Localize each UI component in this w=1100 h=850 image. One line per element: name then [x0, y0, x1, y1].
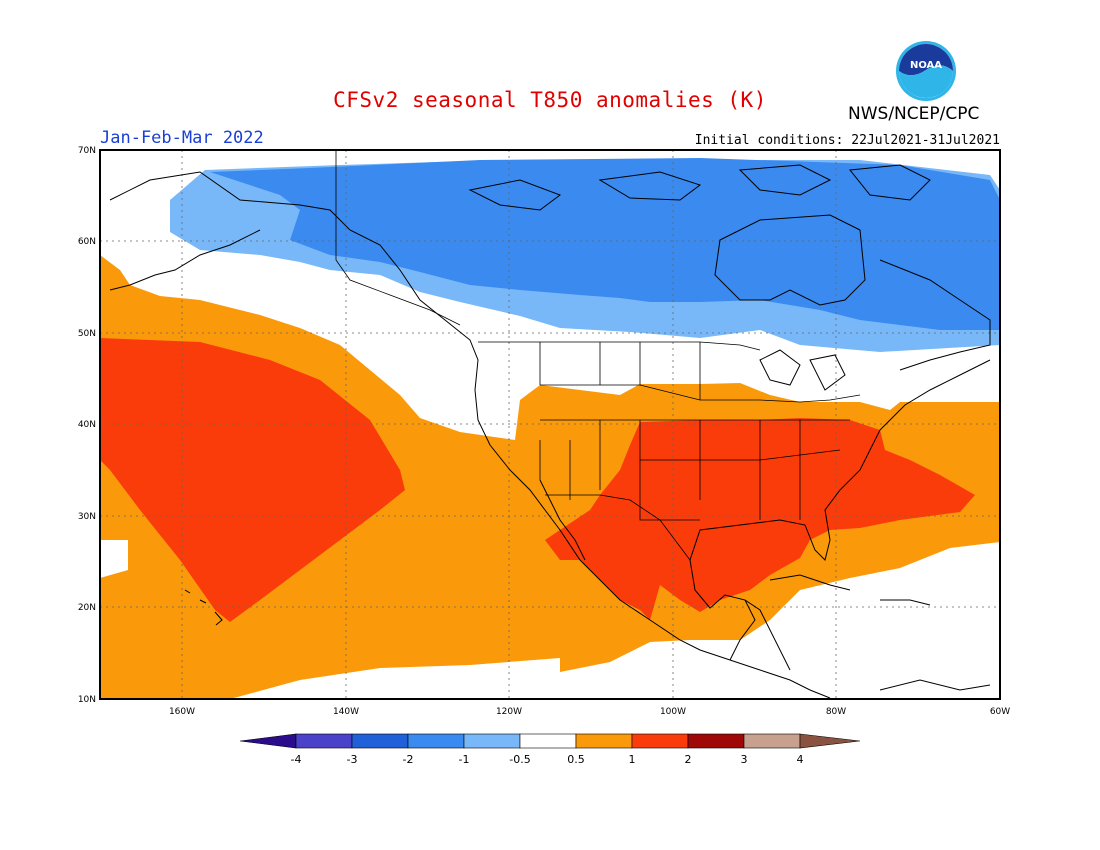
colorbar-label: 3: [741, 753, 748, 766]
lon-ticks: 160W 140W 120W 100W 80W 60W: [169, 707, 1010, 717]
lon-tick-label: 160W: [169, 707, 195, 717]
lon-tick-label: 60W: [990, 707, 1010, 717]
noaa-logo: NOAA: [895, 40, 957, 102]
colorbar-label: 2: [685, 753, 692, 766]
colorbar-swatch: [295, 733, 353, 749]
colorbar-arrow-right: [799, 733, 861, 749]
map-frame: [99, 149, 1001, 700]
colorbar-swatch: [575, 733, 633, 749]
lat-tick-label: 40N: [78, 420, 96, 430]
noaa-logo-text: NOAA: [910, 60, 942, 71]
colorbar-label: 4: [797, 753, 804, 766]
colorbar-label: -3: [347, 753, 358, 766]
colorbar-label: 1: [629, 753, 636, 766]
lon-tick-label: 80W: [826, 707, 846, 717]
colorbar-swatch: [351, 733, 409, 749]
colorbar-swatch: [463, 733, 521, 749]
colorbar-label: -2: [403, 753, 414, 766]
colorbar-swatch: [519, 733, 577, 749]
lat-tick-label: 50N: [78, 329, 96, 339]
colorbar-swatch: [687, 733, 745, 749]
lat-tick-label: 10N: [78, 695, 96, 705]
colorbar-arrow-left: [239, 733, 297, 749]
graticule: [100, 150, 1000, 699]
colorbar-label: -4: [291, 753, 302, 766]
season-label: Jan-Feb-Mar 2022: [100, 128, 264, 148]
neutral-zone-southwest: [230, 658, 560, 699]
colorbar-label: 0.5: [567, 753, 585, 766]
lat-tick-label: 70N: [78, 146, 96, 156]
lat-tick-label: 30N: [78, 512, 96, 522]
colorbar-swatch: [631, 733, 689, 749]
warm-strong-anomaly-pacific: [100, 338, 405, 622]
colorbar-swatch: [743, 733, 801, 749]
organization-label: NWS/NCEP/CPC: [848, 104, 980, 124]
coastlines: [109, 164, 991, 699]
lat-ticks: 70N 60N 50N 40N 30N 20N 10N: [78, 146, 96, 705]
colorbar-label: -1: [459, 753, 470, 766]
lon-tick-label: 100W: [660, 707, 686, 717]
colorbar-swatch: [407, 733, 465, 749]
political-borders: [335, 150, 861, 561]
initial-conditions-label: Initial conditions: 22Jul2021-31Jul2021: [694, 133, 1000, 148]
neutral-zone-west: [100, 540, 128, 578]
lon-tick-label: 120W: [496, 707, 522, 717]
lat-tick-label: 60N: [78, 237, 96, 247]
chart-title: CFSv2 seasonal T850 anomalies (K): [333, 88, 767, 112]
lat-tick-label: 20N: [78, 603, 96, 613]
colorbar: -4 -3 -2 -1 -0.5 0.5 1 2 3 4: [239, 733, 861, 766]
neutral-zone-south: [560, 542, 1000, 699]
lon-tick-label: 140W: [333, 707, 359, 717]
colorbar-label: -0.5: [509, 753, 530, 766]
cold-medium-anomaly: [210, 158, 1000, 330]
